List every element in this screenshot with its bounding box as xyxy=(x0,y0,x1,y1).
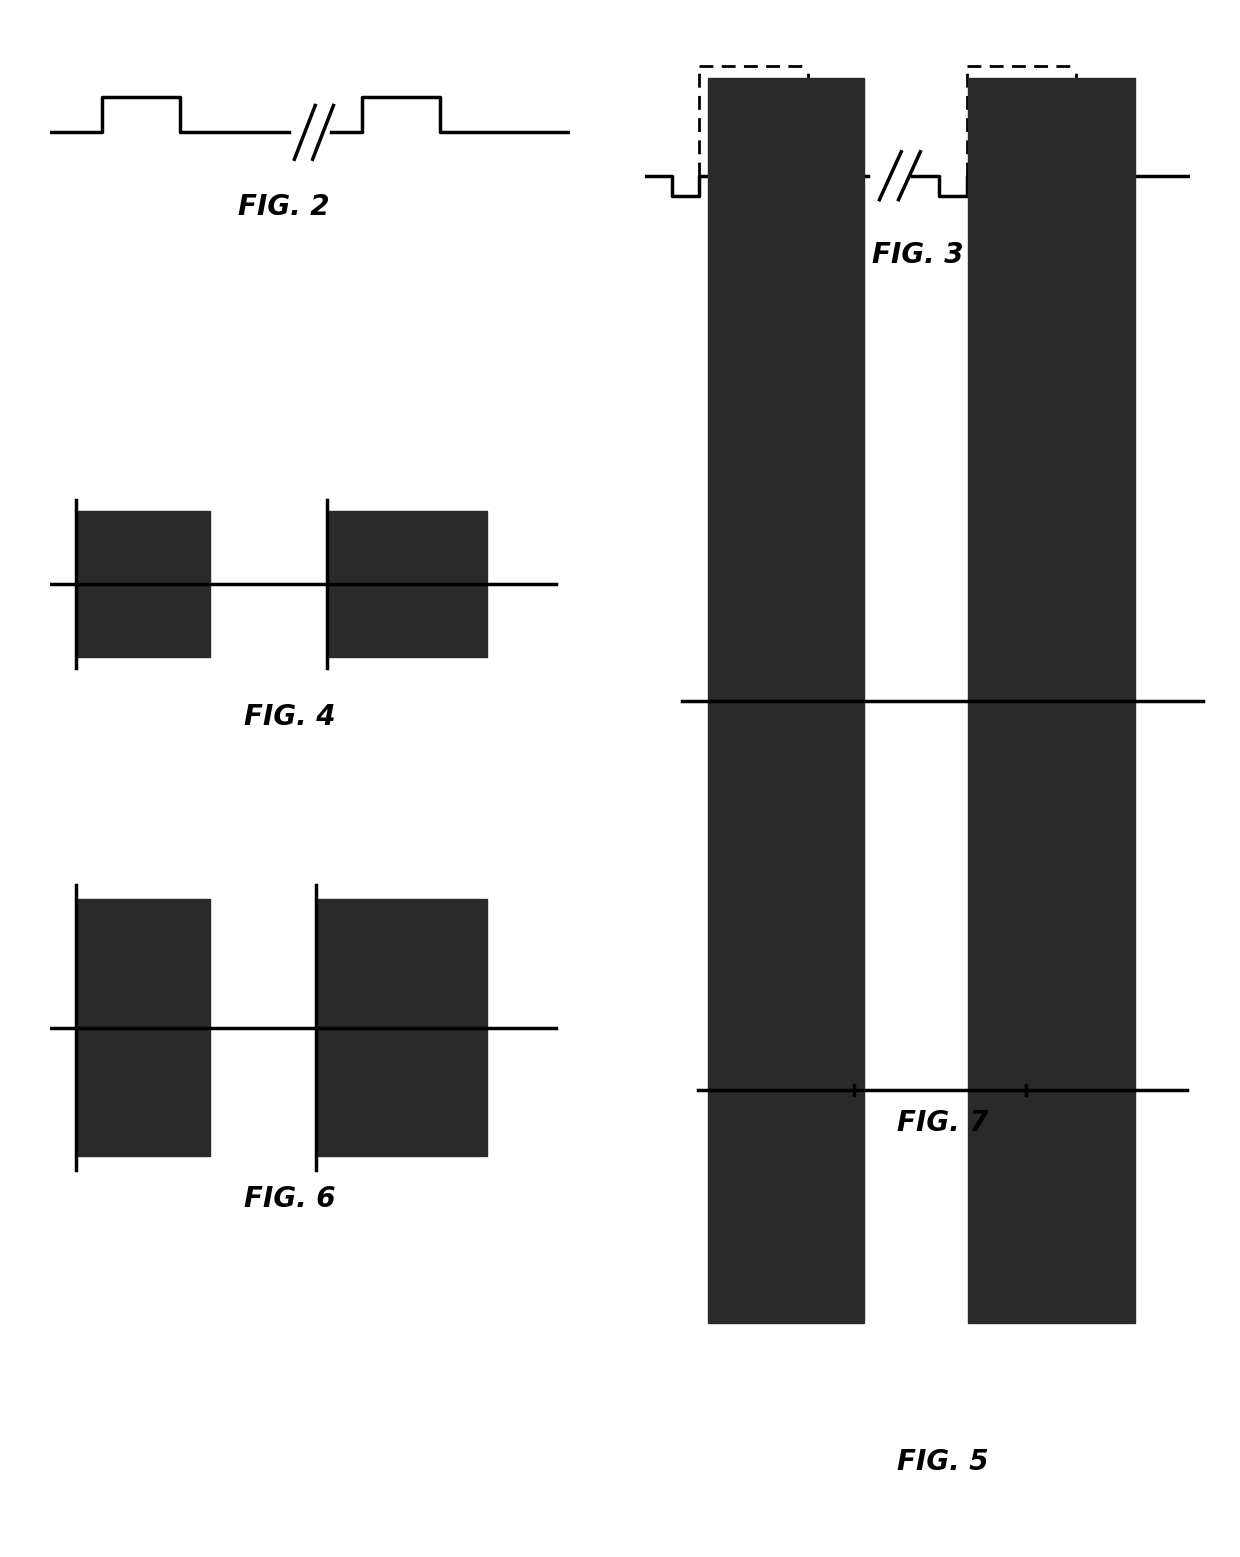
Bar xyxy=(708,78,864,1323)
Bar xyxy=(316,900,487,1155)
Bar xyxy=(76,900,210,1155)
Bar xyxy=(76,511,210,657)
Text: FIG. 7: FIG. 7 xyxy=(897,1109,988,1137)
Bar xyxy=(327,511,487,657)
Bar xyxy=(968,78,1135,1323)
Text: FIG. 6: FIG. 6 xyxy=(244,1185,335,1213)
Text: FIG. 5: FIG. 5 xyxy=(897,1448,988,1476)
Text: FIG. 4: FIG. 4 xyxy=(244,704,335,730)
Text: FIG. 2: FIG. 2 xyxy=(238,193,330,221)
Text: FIG. 3: FIG. 3 xyxy=(872,241,963,269)
